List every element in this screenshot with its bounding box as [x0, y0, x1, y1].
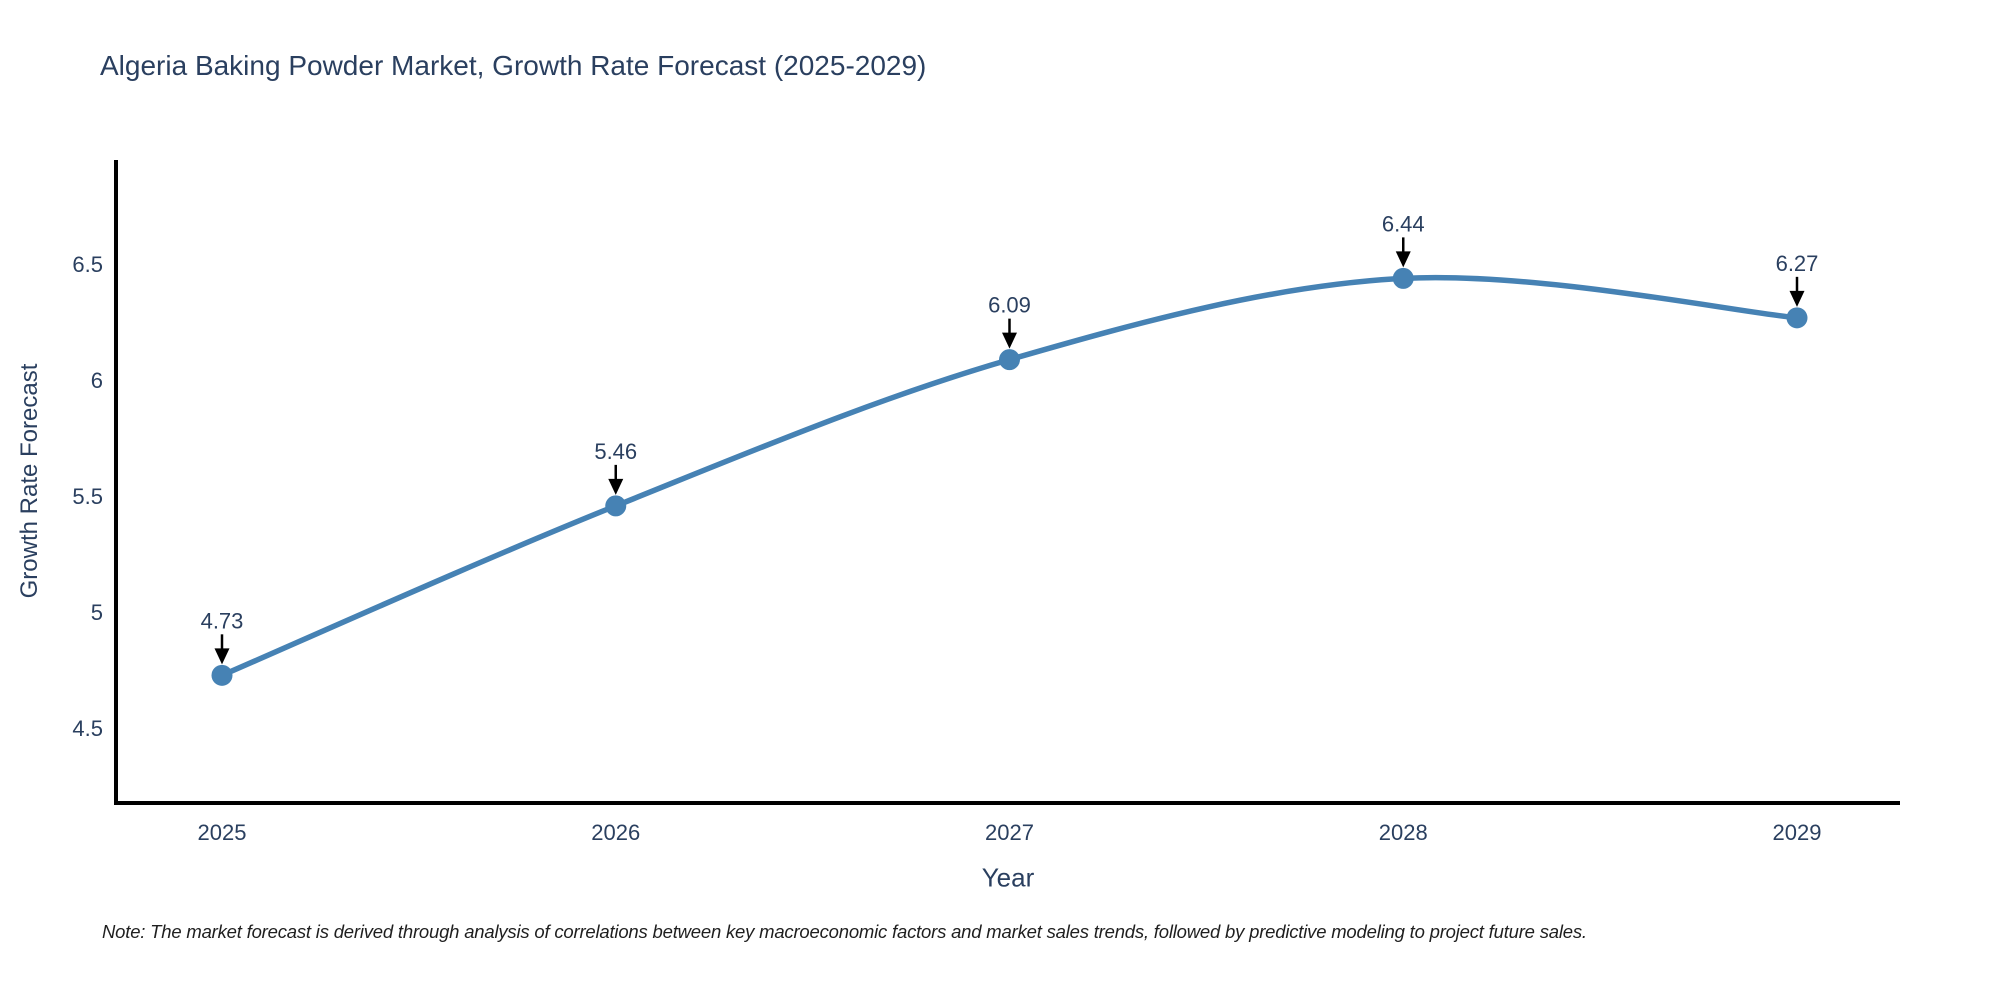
- data-point-marker: [1786, 307, 1808, 329]
- annotation-arrow-head: [214, 648, 230, 665]
- annotation: 6.44: [1382, 211, 1425, 268]
- x-axis-title: Year: [981, 862, 1035, 893]
- annotation: 6.09: [988, 293, 1031, 349]
- annotation-label: 6.27: [1776, 251, 1819, 276]
- annotation-arrow-head: [1002, 332, 1017, 349]
- annotation-label: 6.44: [1382, 211, 1425, 236]
- chart-title: Algeria Baking Powder Market, Growth Rat…: [100, 50, 927, 81]
- x-tick-label: 2029: [1773, 820, 1822, 845]
- y-tick-label: 5.5: [72, 484, 103, 509]
- y-tick-label: 6.5: [72, 252, 103, 277]
- data-point-marker: [1392, 267, 1414, 289]
- data-point-marker: [211, 664, 233, 686]
- x-tick-label: 2027: [985, 820, 1034, 845]
- y-tick-label: 4.5: [72, 716, 103, 741]
- footnote: Note: The market forecast is derived thr…: [102, 921, 1587, 942]
- x-tick-label: 2026: [591, 820, 640, 845]
- data-point-marker: [605, 495, 627, 517]
- x-tick-label: 2025: [198, 820, 247, 845]
- y-tick-label: 6: [91, 368, 103, 393]
- data-point-marker: [999, 349, 1020, 371]
- annotation-arrow-head: [608, 478, 624, 495]
- annotation: 5.46: [594, 439, 637, 495]
- x-tick-label: 2028: [1379, 820, 1428, 845]
- annotation-label: 6.09: [988, 293, 1031, 318]
- annotation-label: 4.73: [201, 608, 244, 633]
- annotation-arrow-head: [1789, 290, 1805, 307]
- annotation-label: 5.46: [594, 439, 637, 464]
- annotation: 4.73: [201, 608, 244, 665]
- annotation: 6.27: [1776, 251, 1819, 307]
- annotation-arrow-head: [1395, 251, 1411, 268]
- y-tick-label: 5: [91, 600, 103, 625]
